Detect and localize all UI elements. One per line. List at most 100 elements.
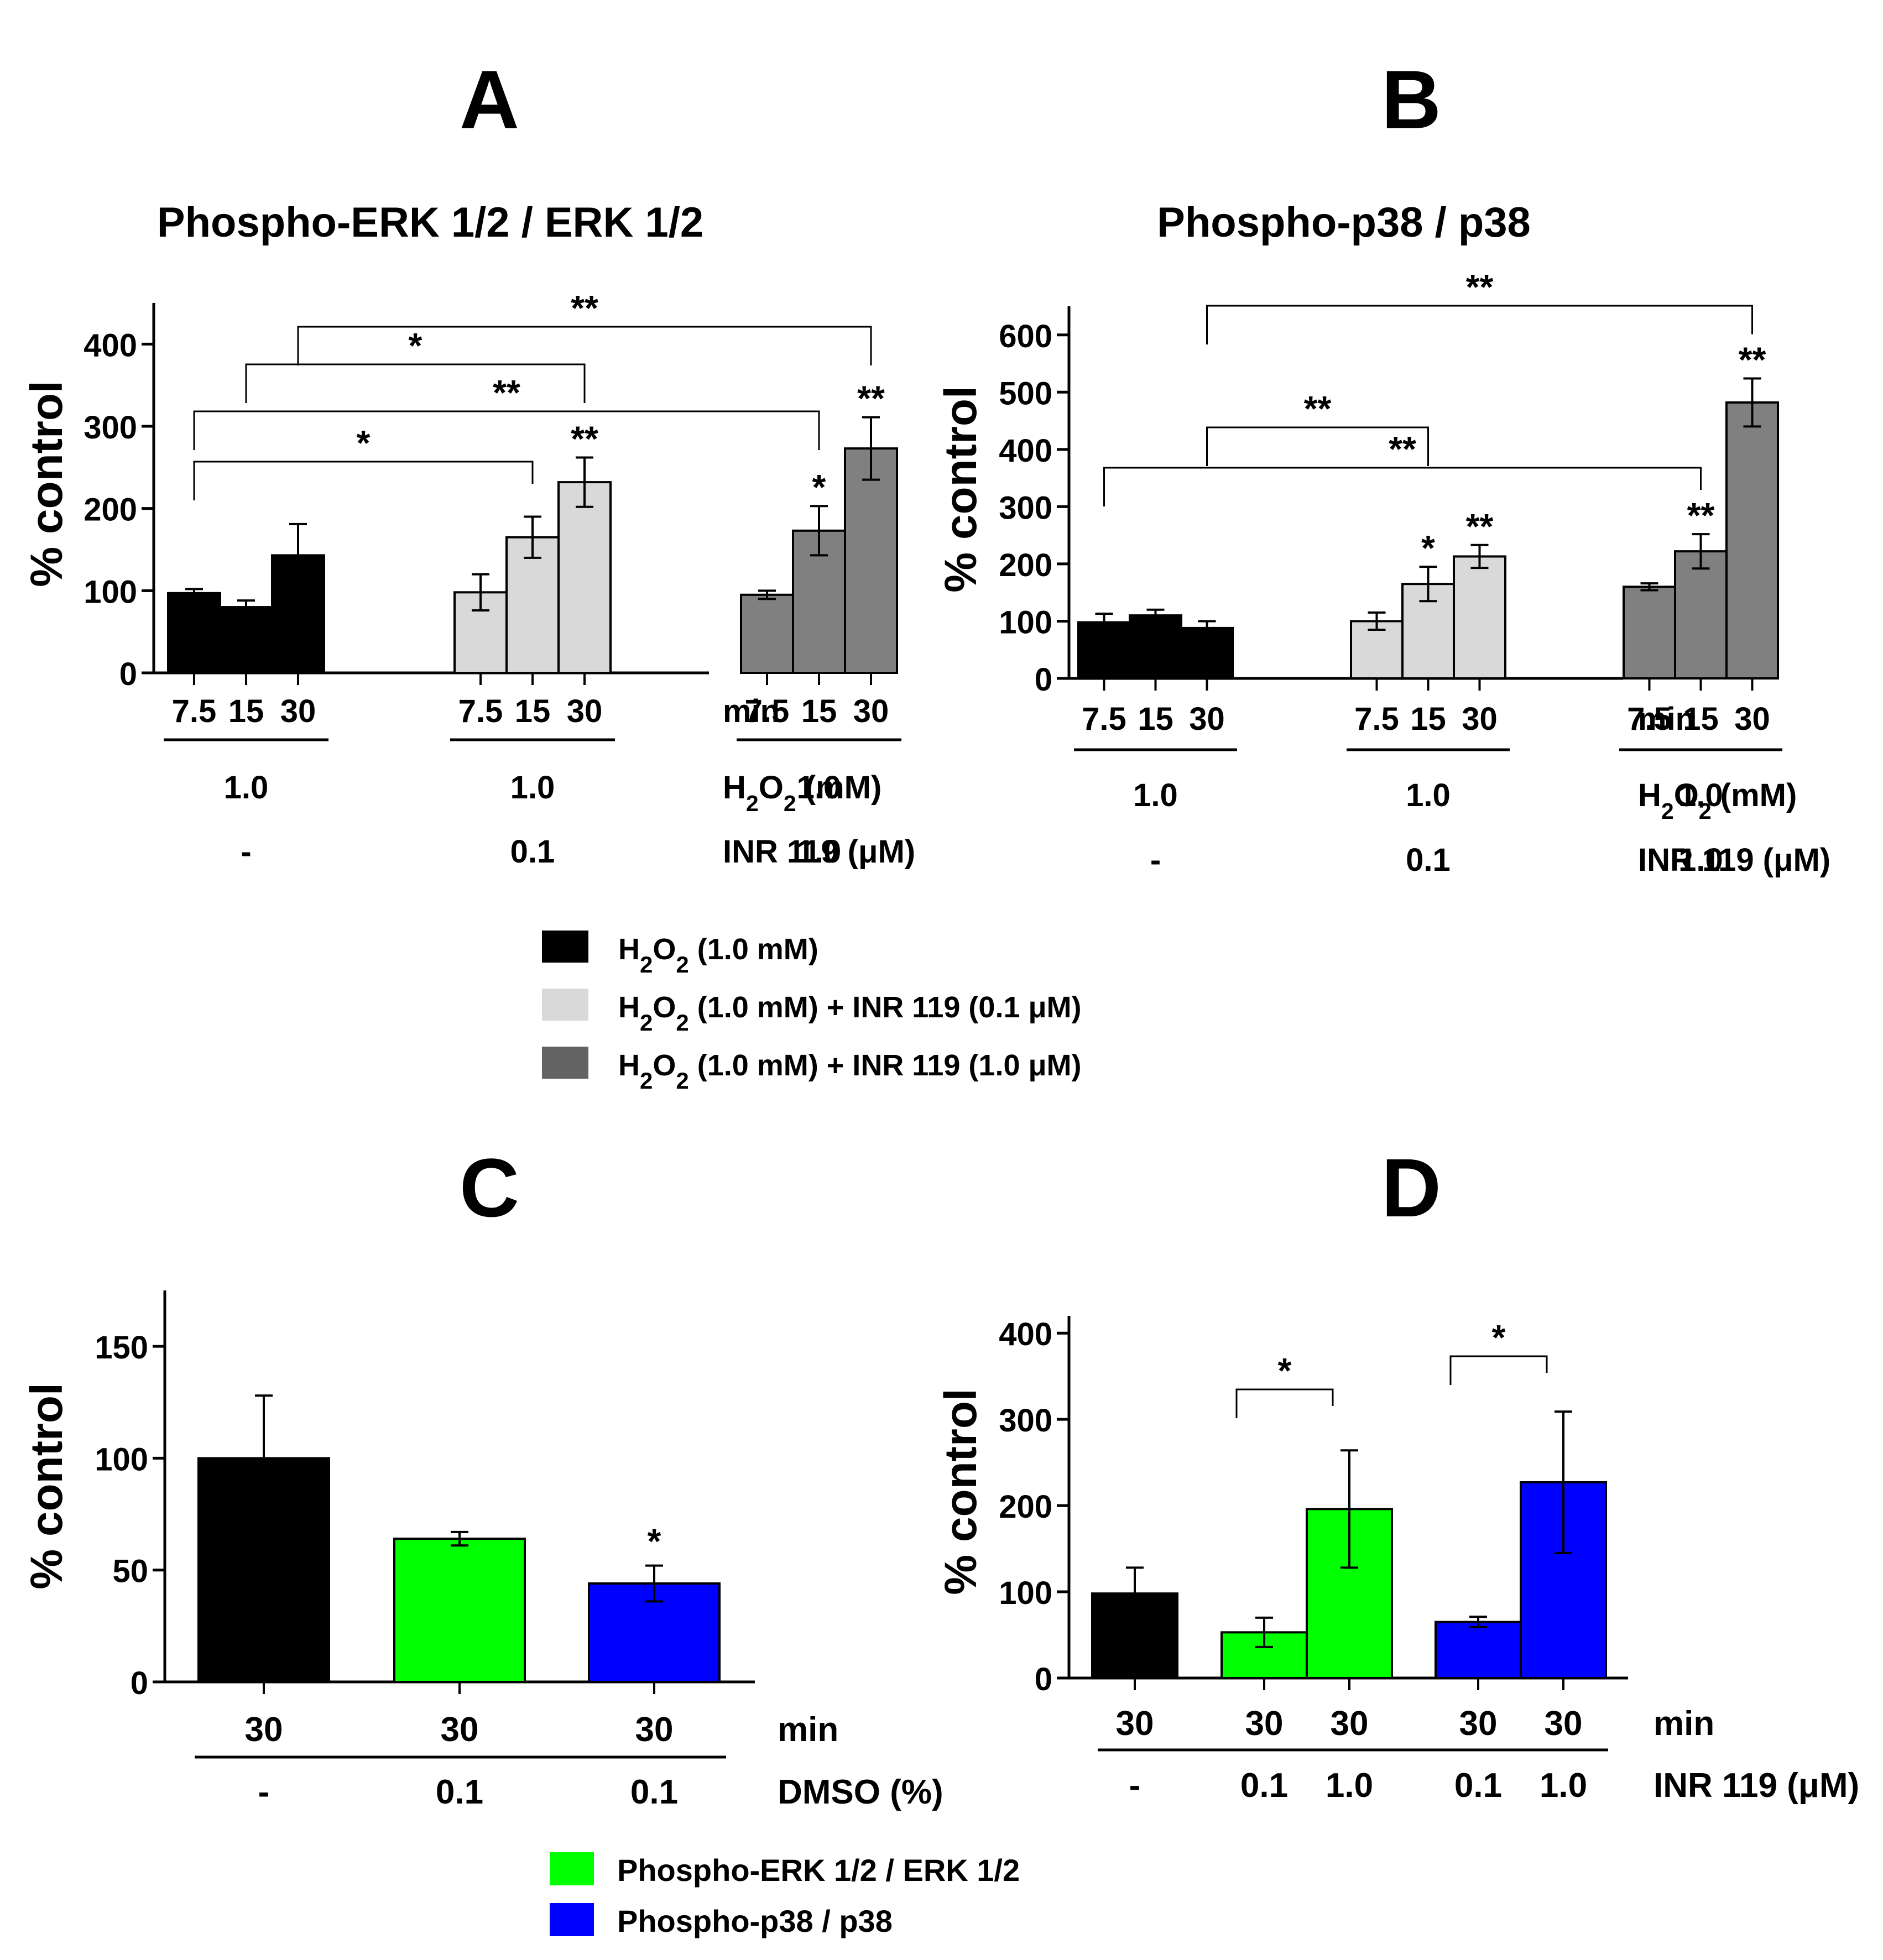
panel-b-x-tick-label: 30 [1189, 701, 1225, 737]
panel-d-bar [1435, 1621, 1522, 1679]
panel-b-y-tick-label: 0 [1035, 662, 1052, 698]
legend-bottom-label: Phospho-ERK 1/2 / ERK 1/2 [617, 1853, 1020, 1888]
panel-a-y-tick-label: 0 [119, 656, 137, 692]
panel-b-y-tick-label: 400 [999, 433, 1052, 469]
panel-c-letter: C [460, 1141, 519, 1234]
panel-b-comparison-bracket: ** [1206, 267, 1753, 344]
panel-b-significance-label: * [1421, 528, 1435, 568]
panel-b-error-bar [1419, 566, 1437, 603]
legend-bottom-swatch [550, 1852, 594, 1885]
panel-d-comparison-bracket-line [1449, 1355, 1548, 1385]
panel-d-inr-value: 0.1 [1454, 1766, 1502, 1805]
panel-d-y-label: % control [936, 1388, 986, 1595]
panel-b-y-tick-label: 500 [999, 375, 1052, 411]
panel-b-comparison-bracket-line [1206, 305, 1753, 344]
panel-a-bar [844, 447, 898, 674]
panel-d-comparison-bracket: * [1449, 1318, 1548, 1385]
panel-b-comparison-bracket-label: ** [1389, 429, 1416, 469]
panel-c-y-tick-label: 0 [131, 1665, 148, 1701]
panel-d-inr-value: 1.0 [1326, 1766, 1373, 1805]
panel-d-inr-row-label: INR 119 (μM) [1654, 1766, 1859, 1805]
panel-a-comparison-bracket: * [193, 423, 534, 500]
panel-d-y-tick-label: 0 [1035, 1661, 1052, 1697]
panel-b-y-tick-label: 600 [999, 318, 1052, 354]
panel-c-y-tick-label: 50 [112, 1554, 148, 1590]
panel-c-bar [393, 1538, 526, 1683]
panel-a-error-bar [472, 573, 489, 612]
panel-d-x-tick-label: 30 [1459, 1705, 1498, 1743]
panel-b-x-tick-label: 7.5 [1354, 701, 1399, 737]
panel-c-dmso-value: 0.1 [436, 1773, 483, 1811]
panel-d-inr-value: 1.0 [1540, 1766, 1587, 1805]
panel-a-x-tick-label: 7.5 [745, 693, 790, 729]
legend-label: H2O2 (1.0 mM) [618, 933, 818, 978]
panel-a-error-bar [237, 599, 255, 615]
panel-a-letter: A [460, 53, 519, 146]
panel-d-error-bar [1126, 1566, 1144, 1621]
panel-a-comparison-bracket-label: * [357, 423, 371, 463]
panel-d-y-tick-label: 200 [999, 1489, 1052, 1525]
panel-a-significance-label: ** [857, 379, 885, 419]
panel-d-comparison-bracket: * [1235, 1351, 1334, 1418]
panel-b-h2o2-value: 1.0 [1678, 777, 1723, 813]
panel-c-dmso-value: - [258, 1773, 270, 1811]
panel-c-x-unit: min [778, 1711, 838, 1749]
panel-a-y-label: % control [22, 380, 72, 587]
panel-b-bar [1674, 550, 1728, 680]
panel-b-error-bar [1368, 611, 1386, 631]
legend-bottom-label: Phospho-p38 / p38 [617, 1904, 893, 1938]
legend-bottom-swatch [550, 1903, 594, 1936]
panel-d-x-tick-label: 30 [1331, 1705, 1369, 1743]
panel-b-y-label: % control [936, 386, 986, 593]
panel-b-h2o2-value: 1.0 [1133, 777, 1178, 813]
panel-d-comparison-bracket-line [1235, 1388, 1334, 1418]
panel-b-error-bar [1470, 543, 1489, 569]
panel-a-y-tick-label: 200 [84, 492, 137, 528]
panel-d-inr-value: 0.1 [1240, 1766, 1288, 1805]
panel-d-letter: D [1381, 1141, 1441, 1234]
panel-a-bar [219, 606, 273, 674]
panel-c-x-tick-label: 30 [441, 1711, 479, 1749]
panel-b-x-tick-label: 15 [1683, 701, 1719, 737]
panel-a-comparison-bracket-label: ** [493, 373, 520, 412]
panel-b-h2o2-row-label: H2O2 (mM) [1638, 777, 1797, 824]
panel-a-h2o2-row-label: H2O2 (mM) [723, 770, 881, 816]
panel-b-significance-label: ** [1739, 339, 1766, 379]
panel-a-bar [557, 481, 612, 674]
legend-swatch [542, 1047, 588, 1079]
panel-b-comparison-bracket-label: ** [1304, 389, 1332, 428]
panel-b-comparison-bracket: ** [1206, 389, 1429, 466]
panel-b-h2o2-value: 1.0 [1406, 777, 1451, 813]
panel-a-x-tick-label: 30 [853, 693, 889, 729]
panel-b-error-bar [1640, 582, 1658, 592]
panel-d-x-tick-label: 30 [1245, 1705, 1284, 1743]
panel-d-x-tick-label: 30 [1545, 1705, 1583, 1743]
panel-b-x-tick-label: 30 [1462, 701, 1498, 737]
panel-b-x-tick-label: 15 [1138, 701, 1173, 737]
panel-a-x-tick-label: 7.5 [458, 693, 503, 729]
legend-swatch [542, 931, 588, 963]
panel-a-x-tick-label: 30 [567, 693, 603, 729]
panel-d-y-tick-label: 400 [999, 1316, 1052, 1352]
panel-c-error-bar [255, 1394, 273, 1522]
panel-b-comparison-bracket: ** [1103, 429, 1702, 506]
panel-a-h2o2-value: 1.0 [224, 770, 269, 806]
panel-c-y-tick-label: 150 [95, 1330, 148, 1366]
panel-d-x-tick-label: 30 [1116, 1705, 1154, 1743]
panel-a-title: Phospho-ERK 1/2 / ERK 1/2 [157, 199, 703, 246]
panel-c-x-tick-label: 30 [245, 1711, 283, 1749]
panel-d-error-bar [1555, 1410, 1572, 1554]
panel-b-x-tick-label: 30 [1734, 701, 1770, 737]
panel-a-error-bar [758, 589, 776, 600]
panel-a-comparison-bracket: * [245, 326, 586, 403]
panel-c-error-bar [645, 1564, 663, 1603]
legend-label: H2O2 (1.0 mM) + INR 119 (0.1 μM) [618, 991, 1082, 1036]
panel-a-y-tick-label: 300 [84, 410, 137, 446]
panel-a-x-tick-label: 15 [515, 693, 551, 729]
panel-a-x-tick-label: 30 [280, 693, 316, 729]
panel-b-y-tick-label: 100 [999, 604, 1052, 640]
panel-b-title: Phospho-p38 / p38 [1157, 199, 1531, 246]
panel-d-y-tick-label: 300 [999, 1403, 1052, 1439]
panel-b-bar [1453, 555, 1506, 680]
